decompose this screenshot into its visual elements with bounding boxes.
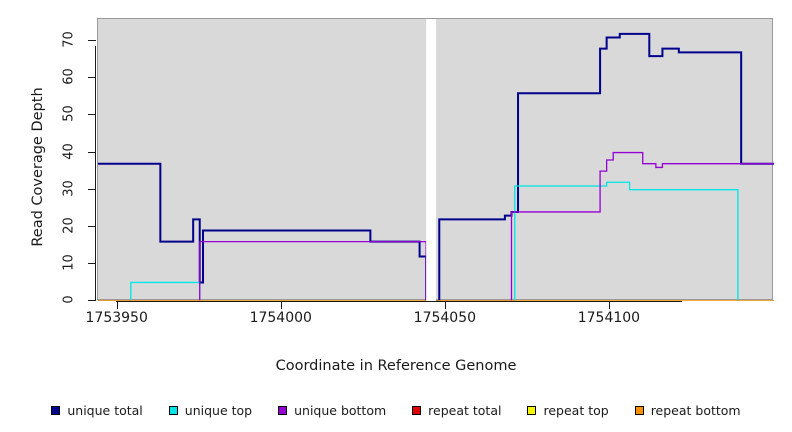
legend-label: unique top	[184, 402, 253, 418]
coverage-gap-band	[426, 19, 436, 301]
legend-item-repeat-total[interactable]: repeat total	[412, 403, 501, 418]
legend-swatch-icon	[278, 405, 288, 415]
y-tick-mark	[88, 77, 96, 79]
x-axis-line	[116, 301, 682, 302]
legend-label: repeat bottom	[650, 402, 741, 418]
x-axis-title: Coordinate in Reference Genome	[275, 358, 517, 374]
x-tick-label: 1754000	[249, 310, 312, 326]
x-tick-mark	[444, 302, 446, 309]
y-tick-mark	[88, 114, 96, 116]
legend-item-unique-total[interactable]: unique total	[51, 402, 143, 418]
series-unique-top	[98, 181, 774, 301]
x-tick-mark	[116, 302, 118, 309]
y-axis-line	[95, 46, 96, 301]
y-tick-mark	[88, 151, 96, 153]
x-tick-mark	[280, 302, 282, 309]
y-tick-label: 60	[61, 68, 77, 86]
y-tick-mark	[88, 262, 96, 264]
legend-label: repeat total	[428, 402, 502, 418]
y-tick-label: 20	[61, 217, 77, 234]
legend-swatch-icon	[51, 405, 61, 415]
legend-label: repeat top	[543, 402, 609, 418]
y-tick-mark	[88, 188, 96, 190]
y-tick-mark	[88, 300, 96, 301]
y-axis-title: Read Coverage Depth	[30, 87, 46, 247]
y-tick-label: 10	[61, 254, 77, 271]
legend-label: unique bottom	[294, 402, 387, 418]
legend-item-unique-top[interactable]: unique top	[168, 402, 253, 418]
legend-swatch-icon	[168, 405, 178, 415]
legend-swatch-icon	[412, 405, 422, 415]
legend-swatch-icon	[634, 405, 644, 415]
legend-label: unique total	[67, 402, 143, 418]
y-tick-label: 30	[61, 179, 77, 197]
legend-swatch-icon	[527, 405, 537, 415]
legend-item-repeat-bottom[interactable]: repeat bottom	[634, 402, 741, 418]
x-tick-label: 1754050	[413, 310, 477, 326]
y-tick-label: 0	[61, 295, 77, 304]
legend-item-repeat-top[interactable]: repeat top	[527, 402, 609, 418]
legend-item-unique-bottom[interactable]: unique bottom	[278, 403, 386, 418]
y-tick-label: 40	[61, 142, 77, 160]
y-tick-label: 70	[61, 31, 77, 49]
y-tick-mark	[88, 40, 96, 42]
coverage-plot-svg	[98, 19, 774, 301]
x-tick-mark	[608, 302, 610, 309]
x-tick-label: 1753950	[85, 310, 148, 326]
legend: unique total unique top unique bottom repea…	[0, 399, 792, 421]
x-tick-label: 1754100	[577, 310, 641, 326]
plot-area	[97, 18, 774, 301]
series-unique-bottom	[98, 151, 774, 301]
y-tick-mark	[88, 225, 96, 227]
y-tick-label: 50	[61, 105, 77, 123]
